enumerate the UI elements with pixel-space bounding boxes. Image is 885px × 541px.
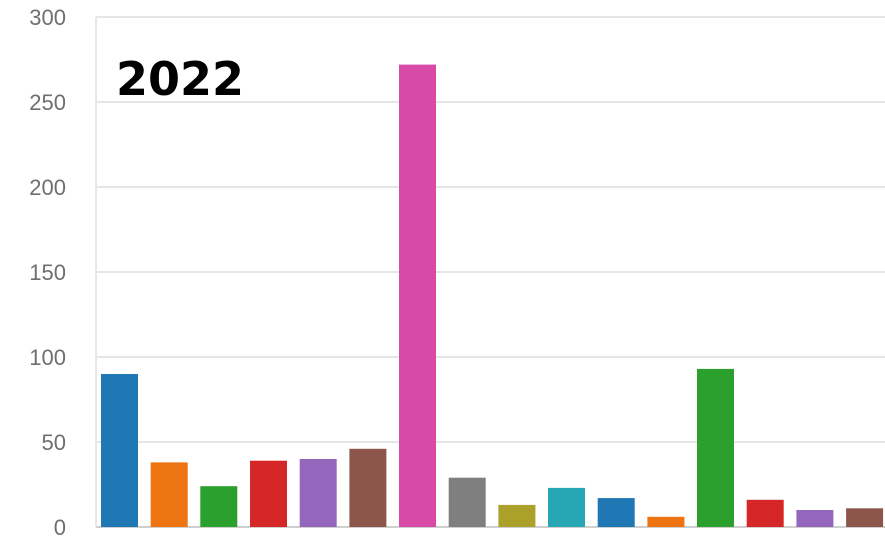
bar bbox=[349, 448, 387, 527]
bar bbox=[746, 499, 784, 527]
y-axis: 0 50 100 150 200 250 300 bbox=[29, 5, 97, 540]
bar bbox=[846, 508, 884, 527]
y-tick-label: 0 bbox=[54, 515, 66, 540]
y-tick-label: 50 bbox=[42, 430, 66, 455]
bar bbox=[498, 504, 536, 527]
bar bbox=[299, 459, 337, 527]
bar bbox=[150, 462, 188, 527]
y-tick-label: 300 bbox=[29, 5, 66, 30]
y-tick-label: 150 bbox=[29, 260, 66, 285]
bar bbox=[548, 487, 585, 527]
bar bbox=[647, 516, 685, 527]
bar bbox=[200, 486, 238, 527]
bar bbox=[697, 368, 734, 527]
grid-lines bbox=[96, 16, 885, 528]
bar bbox=[250, 460, 287, 527]
y-tick-label: 200 bbox=[29, 175, 66, 200]
y-tick-label: 100 bbox=[29, 345, 66, 370]
bar bbox=[101, 374, 138, 527]
bar bbox=[796, 510, 834, 527]
bar bbox=[597, 498, 635, 527]
bars bbox=[101, 64, 884, 527]
y-tick-label: 250 bbox=[29, 90, 66, 115]
bar bbox=[448, 477, 486, 527]
bar bbox=[399, 64, 436, 527]
chart-title: 2022 bbox=[116, 52, 245, 106]
